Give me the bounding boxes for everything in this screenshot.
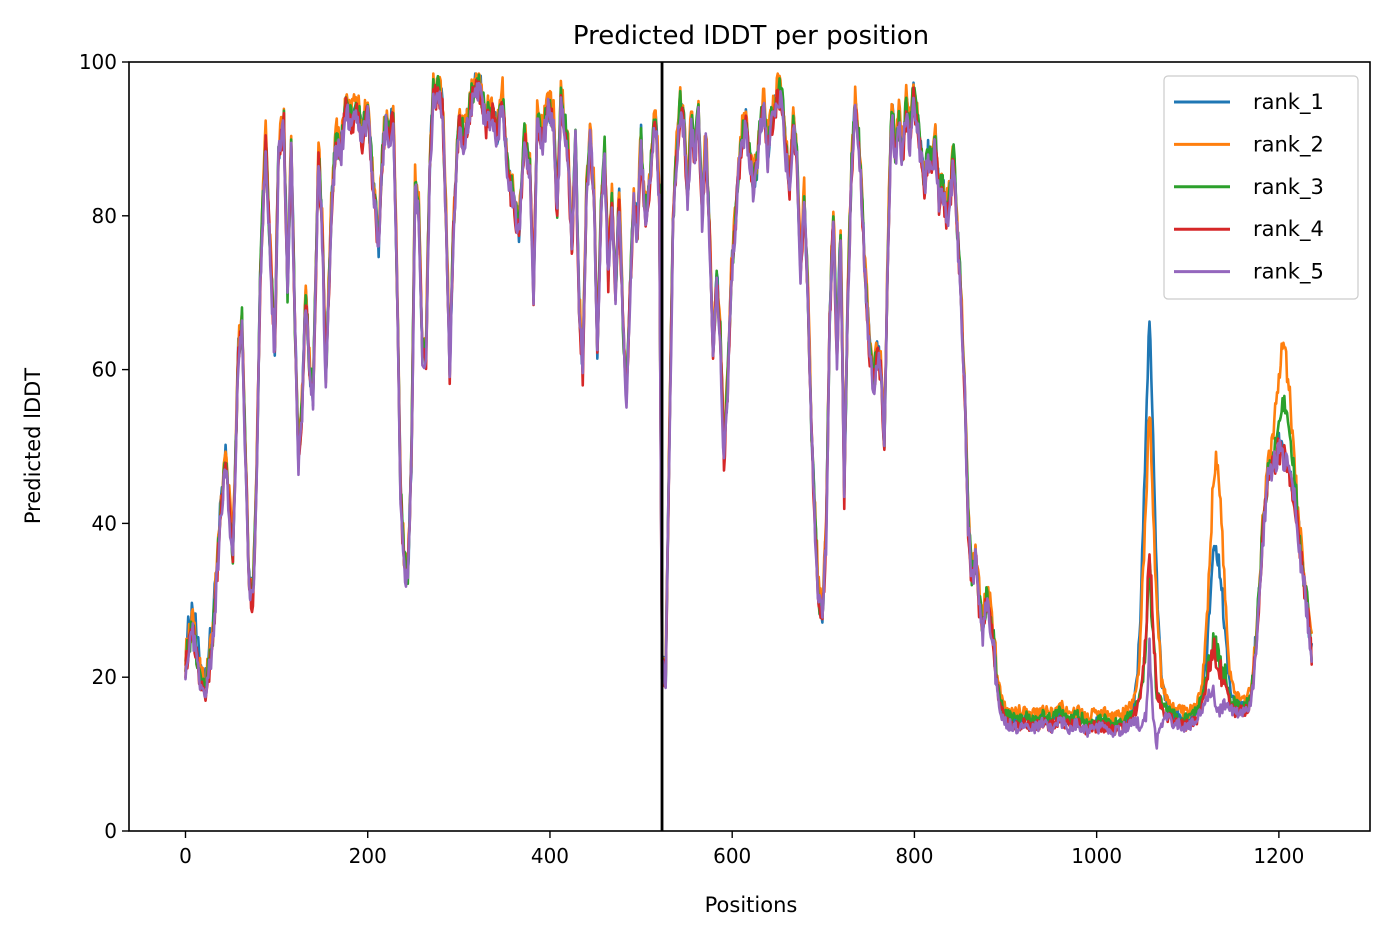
y-axis-ticks: 0 20 40 60 80 100: [79, 50, 129, 843]
y-tick-label: 80: [92, 204, 117, 228]
series-layer: [184, 72, 1313, 750]
legend-box: [1163, 75, 1359, 300]
chart-title: Predicted lDDT per position: [573, 21, 929, 51]
plot-frame: [128, 61, 1371, 832]
legend-label-rank_4: rank_4: [1253, 217, 1324, 242]
legend-label-rank_1: rank_1: [1253, 90, 1324, 115]
series-line-rank_5: [184, 81, 1313, 750]
y-tick-label: 0: [104, 819, 117, 843]
x-tick-label: 600: [713, 844, 751, 868]
x-axis-ticks: 0 200 400 600 800 1000 1200: [179, 831, 1304, 868]
y-tick-label: 20: [92, 665, 117, 689]
x-axis-label: Positions: [705, 893, 798, 917]
y-tick-label: 40: [92, 511, 117, 535]
x-tick-label: 1000: [1071, 844, 1122, 868]
x-tick-label: 1200: [1253, 844, 1304, 868]
y-tick-label: 60: [92, 358, 117, 382]
x-tick-label: 200: [349, 844, 387, 868]
x-tick-label: 400: [531, 844, 569, 868]
x-tick-label: 0: [179, 844, 192, 868]
legend-label-rank_5: rank_5: [1253, 260, 1324, 285]
y-axis-label: Predicted lDDT: [21, 368, 45, 524]
y-tick-label: 100: [79, 50, 117, 74]
x-tick-label: 800: [895, 844, 933, 868]
legend-label-rank_2: rank_2: [1253, 132, 1324, 157]
legend: rank_1 rank_2 rank_3 rank_4 rank_5: [1163, 75, 1359, 300]
legend-label-rank_3: rank_3: [1253, 175, 1324, 200]
